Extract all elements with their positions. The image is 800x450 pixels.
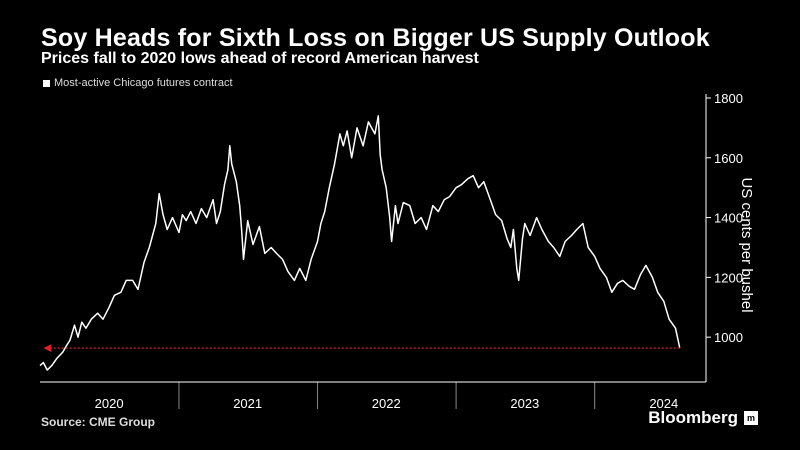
chart-title: Soy Heads for Sixth Loss on Bigger US Su…	[41, 24, 710, 52]
brand-logo: Bloomberg m	[648, 408, 758, 428]
source-note: Source: CME Group	[41, 415, 156, 429]
y-axis-title-wrap: US cents per bushel	[738, 177, 755, 312]
x-tick-label: 2024	[649, 396, 678, 411]
y-tick-label: 1200	[714, 270, 743, 285]
y-tick-label: 1600	[714, 151, 743, 166]
x-tick-label: 2020	[95, 396, 124, 411]
legend-label: Most-active Chicago futures contract	[54, 77, 233, 89]
bloomberg-mark-icon: m	[744, 411, 758, 425]
y-axis-title: US cents per bushel	[738, 177, 755, 312]
legend: Most-active Chicago futures contract	[43, 77, 233, 89]
year-separators	[178, 382, 596, 409]
y-tick-label: 1800	[714, 91, 743, 106]
y-tick-label: 1400	[714, 211, 743, 226]
chart-subtitle: Prices fall to 2020 lows ahead of record…	[41, 50, 479, 67]
series-line	[39, 115, 681, 371]
price-series	[39, 115, 681, 371]
x-tick-label: 2021	[233, 396, 262, 411]
annotation-arrow	[43, 344, 680, 353]
x-tick-label: 2022	[372, 396, 401, 411]
axes: 1000 1200 1400 1600 1800 2020 2021 2022 2023 2024	[40, 91, 743, 411]
annotation-arrow-head	[43, 344, 52, 353]
legend-swatch	[43, 79, 50, 87]
x-tick-label: 2023	[510, 396, 539, 411]
brand-name: Bloomberg	[648, 408, 738, 427]
y-tick-label: 1000	[714, 330, 743, 345]
